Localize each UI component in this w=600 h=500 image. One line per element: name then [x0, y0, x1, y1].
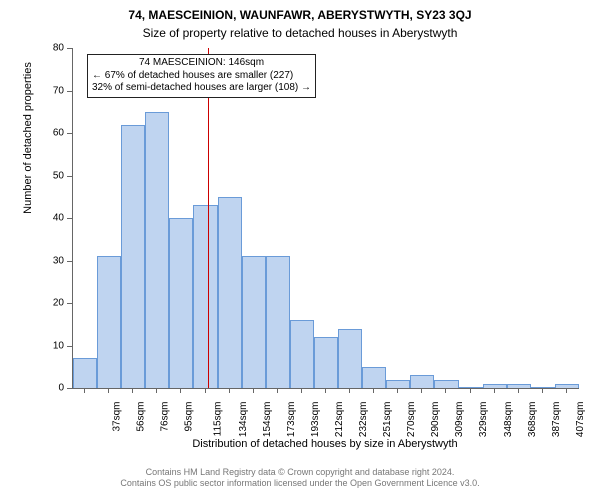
- x-tick-mark: [349, 388, 350, 393]
- x-tick-label: 95sqm: [184, 402, 195, 432]
- histogram-bar: [73, 358, 97, 388]
- y-tick-mark: [67, 176, 72, 177]
- x-tick-label: 173sqm: [286, 402, 297, 438]
- histogram-bar: [242, 256, 266, 388]
- y-tick-mark: [67, 346, 72, 347]
- histogram-bar: [507, 384, 531, 388]
- histogram-bar: [169, 218, 193, 388]
- annotation-box: 74 MAESCEINION: 146sqm ← 67% of detached…: [87, 54, 316, 98]
- x-tick-mark: [373, 388, 374, 393]
- histogram-bar: [531, 387, 555, 388]
- y-tick-mark: [67, 48, 72, 49]
- y-tick-label: 50: [0, 170, 64, 181]
- x-tick-mark: [180, 388, 181, 393]
- y-tick-mark: [67, 388, 72, 389]
- y-tick-label: 70: [0, 85, 64, 96]
- attribution-text: Contains HM Land Registry data © Crown c…: [0, 467, 600, 490]
- x-tick-label: 134sqm: [238, 402, 249, 438]
- x-tick-label: 56sqm: [136, 402, 147, 432]
- attribution-line2: Contains OS public sector information li…: [120, 478, 479, 488]
- annotation-line1: 74 MAESCEINION: 146sqm: [92, 57, 311, 70]
- histogram-bar: [266, 256, 290, 388]
- y-tick-label: 40: [0, 213, 64, 224]
- chart-title-address: 74, MAESCEINION, WAUNFAWR, ABERYSTWYTH, …: [0, 8, 600, 22]
- x-tick-mark: [325, 388, 326, 393]
- x-tick-label: 387sqm: [551, 402, 562, 438]
- x-tick-mark: [229, 388, 230, 393]
- reference-line: [208, 48, 209, 388]
- y-tick-label: 20: [0, 298, 64, 309]
- x-tick-label: 329sqm: [479, 402, 490, 438]
- histogram-bar: [362, 367, 386, 388]
- annotation-line3: 32% of semi-detached houses are larger (…: [92, 82, 311, 95]
- y-tick-label: 60: [0, 128, 64, 139]
- histogram-bar: [386, 380, 410, 389]
- histogram-bar: [97, 256, 121, 388]
- x-tick-label: 251sqm: [382, 402, 393, 438]
- x-tick-mark: [421, 388, 422, 393]
- x-tick-mark: [132, 388, 133, 393]
- x-tick-label: 76sqm: [160, 402, 171, 432]
- histogram-bar: [218, 197, 242, 388]
- x-tick-label: 309sqm: [454, 402, 465, 438]
- x-tick-label: 348sqm: [503, 402, 514, 438]
- chart-container: { "chart": { "type": "histogram", "backg…: [0, 0, 600, 500]
- histogram-bar: [410, 375, 434, 388]
- attribution-line1: Contains HM Land Registry data © Crown c…: [146, 467, 455, 477]
- histogram-bar: [434, 380, 458, 389]
- x-tick-label: 368sqm: [527, 402, 538, 438]
- x-tick-mark: [253, 388, 254, 393]
- chart-plot-area: 74 MAESCEINION: 146sqm ← 67% of detached…: [72, 48, 579, 389]
- histogram-bar: [145, 112, 169, 388]
- histogram-bar: [483, 384, 507, 388]
- x-tick-label: 270sqm: [406, 402, 417, 438]
- x-tick-label: 193sqm: [310, 402, 321, 438]
- x-tick-label: 407sqm: [575, 402, 586, 438]
- y-tick-mark: [67, 91, 72, 92]
- histogram-bar: [290, 320, 314, 388]
- y-tick-label: 10: [0, 340, 64, 351]
- y-tick-mark: [67, 133, 72, 134]
- y-tick-label: 80: [0, 43, 64, 54]
- x-tick-mark: [84, 388, 85, 393]
- x-tick-mark: [445, 388, 446, 393]
- x-tick-label: 154sqm: [262, 402, 273, 438]
- x-tick-mark: [566, 388, 567, 393]
- chart-title-subtitle: Size of property relative to detached ho…: [0, 26, 600, 40]
- x-tick-label: 115sqm: [213, 402, 224, 437]
- histogram-bar: [338, 329, 362, 389]
- x-tick-mark: [108, 388, 109, 393]
- histogram-bar: [314, 337, 338, 388]
- histogram-bar: [121, 125, 145, 389]
- x-tick-mark: [518, 388, 519, 393]
- y-tick-mark: [67, 218, 72, 219]
- y-tick-label: 0: [0, 383, 64, 394]
- x-tick-mark: [397, 388, 398, 393]
- x-tick-mark: [156, 388, 157, 393]
- y-tick-label: 30: [0, 255, 64, 266]
- y-tick-mark: [67, 261, 72, 262]
- x-tick-label: 212sqm: [334, 402, 345, 438]
- x-tick-mark: [205, 388, 206, 393]
- x-tick-label: 232sqm: [358, 402, 369, 438]
- histogram-bar: [193, 205, 217, 388]
- x-tick-mark: [494, 388, 495, 393]
- x-tick-label: 37sqm: [112, 402, 123, 432]
- x-axis-label: Distribution of detached houses by size …: [72, 438, 578, 450]
- annotation-line2: ← 67% of detached houses are smaller (22…: [92, 70, 311, 83]
- x-tick-mark: [470, 388, 471, 393]
- y-tick-mark: [67, 303, 72, 304]
- x-tick-label: 290sqm: [430, 402, 441, 438]
- x-tick-mark: [542, 388, 543, 393]
- histogram-bar: [555, 384, 579, 388]
- x-tick-mark: [277, 388, 278, 393]
- histogram-bar: [459, 387, 483, 388]
- x-tick-mark: [301, 388, 302, 393]
